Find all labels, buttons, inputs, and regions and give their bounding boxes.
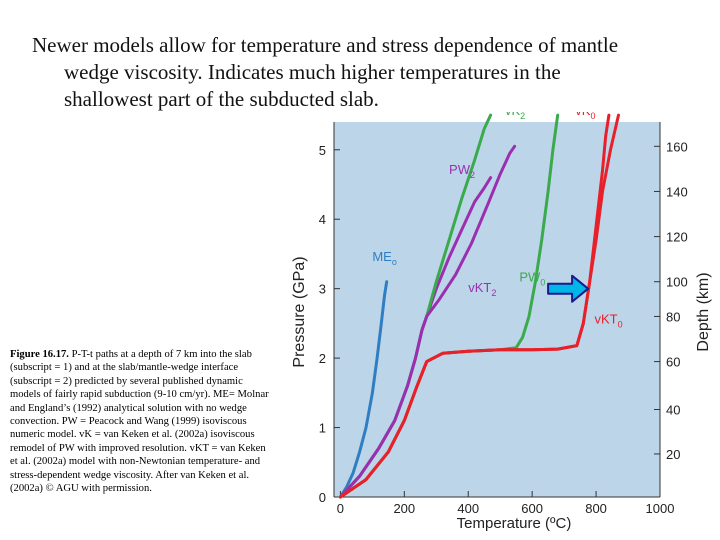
pt-path-chart: 0 200 400 600 800 100001234520406080100120140… [291, 112, 712, 532]
series-line-vkt-0 [338, 113, 620, 499]
series-label: PW2 [449, 162, 475, 180]
series-label: vK0 [575, 112, 595, 121]
highlight-arrow [547, 274, 590, 303]
x-tick-label: 400 [457, 501, 479, 516]
x-tick-label: 200 [393, 501, 415, 516]
y-tick-label: 5 [319, 143, 326, 158]
series-label-name: PW [519, 270, 541, 285]
series-label: MEo [372, 249, 397, 267]
series-label-subscript: 0 [618, 319, 623, 329]
series-label: PW0 [519, 270, 545, 288]
x-tick-label: 0 [337, 501, 344, 516]
caption-text: P-T-t paths at a depth of 7 km into the … [10, 349, 269, 495]
series-label-subscript: 2 [491, 288, 496, 298]
series-lines [338, 113, 620, 499]
y-tick-label: 4 [319, 212, 326, 227]
series-line-me-o [338, 280, 389, 499]
right-arrow-icon [547, 274, 590, 303]
y-tick-label: 3 [319, 282, 326, 297]
series-label-subscript: o [392, 257, 397, 267]
y2-tick-label: 20 [666, 447, 680, 462]
series-labels: MEoPW2vK2vKT2PW0vK0vKT0 [372, 112, 622, 329]
y-axis-label: Pressure (GPa) [291, 256, 308, 367]
x-tick-label: 1000 [646, 501, 675, 516]
heading-line-3: shallowest part of the subducted slab. [64, 87, 379, 111]
series-label-name: vK [505, 112, 521, 118]
series-label-name: vK [575, 112, 591, 118]
series-label-name: vKT [468, 280, 491, 295]
series-label-name: PW [449, 162, 471, 177]
y2-tick-label: 120 [666, 230, 688, 245]
y2-axis-label: Depth (km) [695, 272, 712, 351]
y2-tick-label: 160 [666, 139, 688, 154]
series-label: vKT0 [594, 311, 622, 329]
series-label-subscript: 0 [540, 278, 545, 288]
y-tick-label: 2 [319, 351, 326, 366]
x-tick-label: 800 [585, 501, 607, 516]
series-label: vKT2 [468, 280, 496, 298]
axes: 0 200 400 600 800 100001234520406080100120140… [319, 122, 688, 516]
caption-label: Figure 16.17. [10, 349, 69, 360]
series-label-name: ME [372, 249, 392, 264]
y2-tick-label: 60 [666, 355, 680, 370]
series-label: vK2 [505, 112, 525, 121]
series-label-name: vKT [594, 311, 617, 326]
x-axis-label: Temperature (ºC) [457, 515, 572, 532]
heading-line-1: Newer models allow for temperature and s… [32, 33, 619, 57]
y-tick-label: 1 [319, 421, 326, 436]
series-line-vkt-2 [338, 144, 517, 499]
y2-tick-label: 80 [666, 309, 680, 324]
y2-tick-label: 40 [666, 403, 680, 418]
y-tick-label: 0 [319, 490, 326, 505]
series-label-subscript: 0 [590, 112, 595, 121]
x-tick-label: 600 [521, 501, 543, 516]
series-label-subscript: 2 [470, 170, 475, 180]
heading-line-2: wedge viscosity. Indicates much higher t… [64, 60, 561, 84]
y2-tick-label: 140 [666, 184, 688, 199]
figure-caption: Figure 16.17. P-T-t paths at a depth of … [10, 348, 272, 495]
y2-tick-label: 100 [666, 275, 688, 290]
slide-heading: Newer models allow for temperature and s… [32, 32, 712, 113]
series-label-subscript: 2 [520, 112, 525, 121]
